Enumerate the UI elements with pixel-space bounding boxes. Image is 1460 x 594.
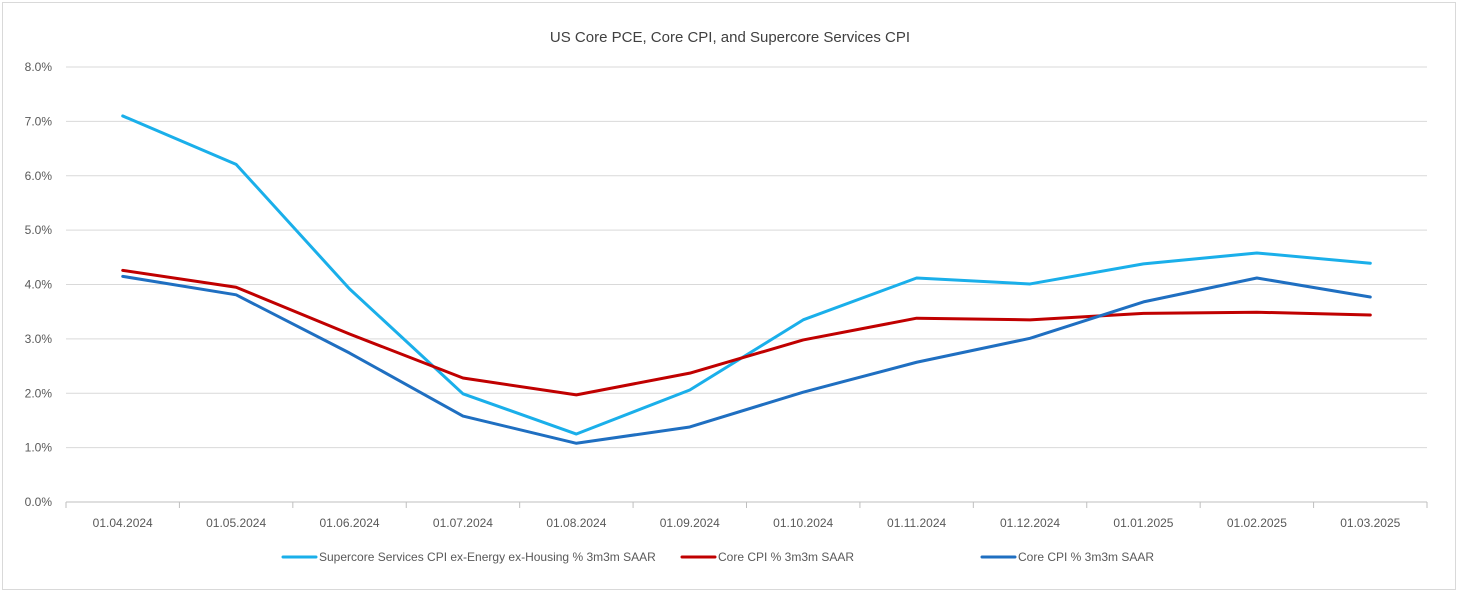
y-tick-label: 7.0% [25,114,53,128]
y-tick-label: 5.0% [25,223,53,237]
y-tick-label: 4.0% [25,278,53,292]
y-tick-label: 1.0% [25,441,53,455]
x-tick-label: 01.10.2024 [773,516,833,530]
y-tick-label: 6.0% [25,169,53,183]
series-line-3 [121,274,1372,445]
x-tick-label: 01.03.2025 [1340,516,1400,530]
x-tick-label: 01.06.2024 [320,516,380,530]
x-tick-label: 01.08.2024 [546,516,606,530]
series-line-2 [121,268,1372,397]
x-tick-label: 01.12.2024 [1000,516,1060,530]
x-tick-label: 01.09.2024 [660,516,720,530]
legend-label-2: Core CPI % 3m3m SAAR [718,550,854,564]
x-tick-label: 01.07.2024 [433,516,493,530]
y-tick-label: 8.0% [25,60,53,74]
x-tick-label: 01.02.2025 [1227,516,1287,530]
x-tick-label: 01.05.2024 [206,516,266,530]
x-tick-label: 01.01.2025 [1113,516,1173,530]
y-tick-label: 2.0% [25,386,53,400]
x-tick-label: 01.11.2024 [887,516,946,530]
series-line-1 [121,114,1372,436]
y-tick-label: 3.0% [25,332,53,346]
y-tick-label: 0.0% [25,495,53,509]
chart-title: US Core PCE, Core CPI, and Supercore Ser… [550,29,910,46]
legend-label-1: Supercore Services CPI ex-Energy ex-Hous… [319,550,656,564]
x-tick-label: 01.04.2024 [93,516,153,530]
legend-label-3: Core CPI % 3m3m SAAR [1018,550,1154,564]
